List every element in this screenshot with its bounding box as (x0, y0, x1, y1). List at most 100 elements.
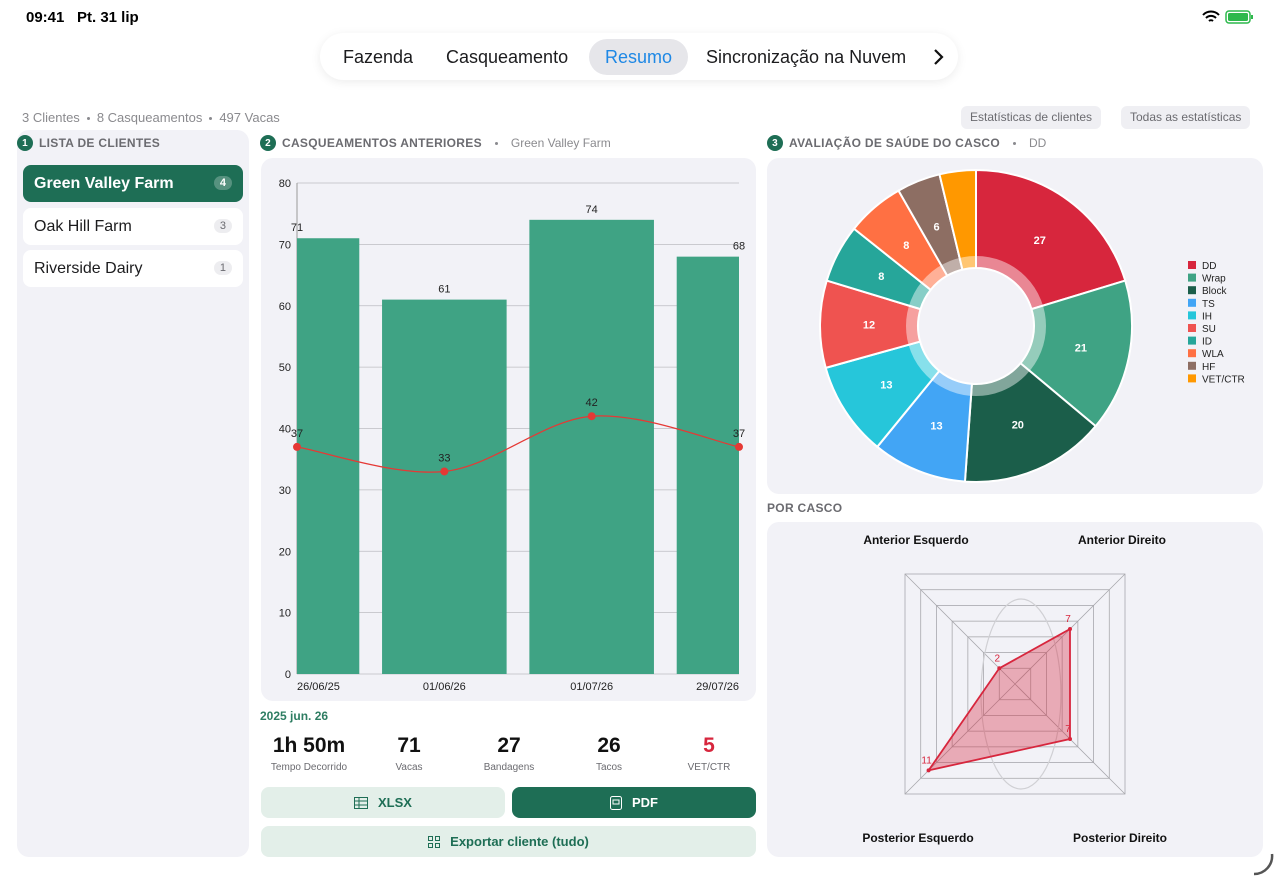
stat: 71 Vacas (359, 734, 459, 773)
x-tick-label: 29/07/26 (696, 681, 739, 693)
donut-slice (963, 361, 1098, 483)
radar-title: POR CASCO (767, 501, 843, 515)
stat-label: Tacos (595, 762, 623, 773)
slice-label: 12 (863, 320, 875, 332)
donut-slice (975, 168, 1127, 311)
history-chart-card: 0 10 20 30 40 50 60 70 80 71 61 74 68 37 33 42 37 26/06/2… (261, 158, 756, 701)
x-tick-label: 01/06/26 (423, 681, 466, 693)
radar-ring (983, 652, 1047, 716)
tab[interactable]: Resumo (589, 39, 689, 75)
radar-value-label: 11 (921, 755, 932, 766)
slice-label: 8 (903, 240, 909, 252)
tab-chevron[interactable] (931, 48, 947, 66)
donut-slice (938, 168, 977, 271)
summary-item: 497 Vacas (219, 110, 280, 125)
bar-value-label: 61 (438, 284, 450, 296)
client-row[interactable]: Riverside Dairy 1 (23, 250, 243, 287)
tab[interactable]: Sincronização na Nuvem (706, 47, 907, 67)
section-number: 3 (767, 135, 783, 151)
radar-point (1068, 737, 1072, 741)
tab[interactable]: Casqueamento (446, 47, 569, 67)
legend-swatch (1188, 324, 1196, 332)
radar-axis (904, 683, 1016, 795)
legend-label: Block (1202, 286, 1227, 297)
y-tick-label: 40 (279, 424, 291, 436)
legend-label: Wrap (1202, 274, 1226, 285)
y-tick-label: 30 (279, 485, 291, 497)
radar-value-label: 7 (1065, 724, 1071, 735)
legend-label: HF (1202, 362, 1215, 373)
history-chart: 0 10 20 30 40 50 60 70 80 71 61 74 68 37 33 42 37 26/06/2… (279, 178, 745, 693)
radar-ring (967, 636, 1063, 732)
radar-ring (936, 605, 1094, 763)
line-value-label: 33 (438, 452, 450, 464)
separator (494, 141, 498, 145)
pdf-button[interactable]: PDF (512, 787, 756, 818)
x-tick-label: 26/06/25 (297, 681, 340, 693)
session-date: 2025 jun. 26 (260, 709, 329, 723)
line-point (440, 467, 449, 476)
client-row[interactable]: Green Valley Farm 4 (23, 165, 243, 202)
bar (676, 256, 739, 674)
radar-point (1068, 627, 1072, 631)
slice-label: 8 (878, 271, 884, 283)
legend-label: TS (1202, 299, 1215, 310)
bar (529, 219, 654, 674)
export-button[interactable]: Exportar cliente (tudo) (261, 826, 756, 857)
stat: 26 Tacos (559, 734, 659, 773)
legend-label: DD (1202, 261, 1216, 272)
slice-label: 13 (930, 420, 942, 432)
line-point (735, 442, 743, 451)
section-subtitle: Green Valley Farm (510, 136, 611, 150)
slice-label: 27 (1034, 235, 1046, 247)
client-count: 3 (213, 218, 232, 233)
legend-label: SU (1202, 324, 1216, 335)
radar-value-label: 7 (1065, 614, 1071, 625)
radar-axis-label: Posterior Direito (1073, 831, 1167, 845)
export-icon (428, 835, 441, 848)
clients-header: 1 LISTA DE CLIENTES (17, 135, 160, 151)
legend-swatch (1188, 374, 1196, 383)
pdf-icon (610, 795, 622, 810)
radar-axis-label: Posterior Esquerdo (862, 831, 973, 845)
section-number: 1 (17, 135, 33, 151)
slice-label: 21 (1075, 342, 1087, 354)
x-tick-label: 01/07/26 (570, 681, 613, 693)
client-name: Riverside Dairy (34, 260, 143, 277)
legend-swatch (1188, 273, 1196, 282)
separator (1013, 141, 1016, 145)
radar-ring (904, 573, 1126, 795)
slice-label: 6 (933, 222, 939, 234)
section-subtitle: DD (1029, 136, 1047, 150)
all-stats-button[interactable]: Todas as estatísticas (1121, 106, 1251, 129)
donut-inner-ring (906, 256, 1046, 396)
y-tick-label: 10 (279, 608, 291, 620)
y-tick-label: 20 (279, 546, 291, 558)
stat: 27 Bandagens (459, 734, 559, 773)
tab[interactable]: Fazenda (343, 47, 414, 67)
stat-value: 5 (703, 734, 715, 757)
xlsx-button[interactable]: XLSX (261, 787, 505, 818)
legend-swatch (1188, 361, 1196, 370)
y-tick-label: 60 (279, 301, 291, 313)
radar-card: 2 7 7 11 Anterior Esquerdo Anterior Direito Po… (767, 522, 1263, 857)
client-count: 4 (213, 176, 232, 190)
radar-point (926, 768, 931, 773)
legend-label: WLA (1202, 349, 1224, 360)
radar-value-label: 2 (995, 653, 1001, 664)
client-name: Oak Hill Farm (34, 217, 132, 235)
radar-ring (920, 589, 1110, 779)
radar-ring (998, 667, 1032, 701)
bar (382, 299, 507, 674)
radar-point (997, 666, 1002, 671)
client-stats-button[interactable]: Estatísticas de clientes (961, 106, 1102, 129)
legend-swatch (1188, 298, 1196, 307)
y-tick-label: 70 (279, 239, 291, 251)
stat-label: VET/CTR (687, 762, 731, 773)
bar (297, 238, 360, 674)
button-label: PDF (632, 795, 658, 810)
button-label: XLSX (378, 795, 412, 810)
client-row[interactable]: Oak Hill Farm 3 (23, 207, 243, 245)
